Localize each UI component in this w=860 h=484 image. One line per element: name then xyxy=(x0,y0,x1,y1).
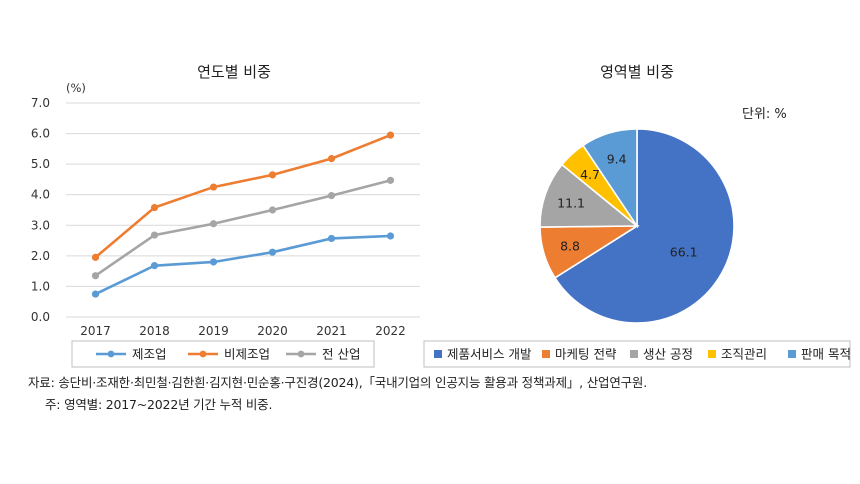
pie-slice xyxy=(581,128,638,229)
legend-label: 마케팅 전략 xyxy=(555,347,617,362)
data-point xyxy=(209,183,218,191)
legend-label: 제품서비스 개발 xyxy=(447,347,532,362)
legend-swatch xyxy=(434,350,442,358)
pie-value-label: 66.1 xyxy=(670,244,698,259)
y-tick-label: 4.0 xyxy=(31,188,50,202)
pie-value-label: 11.1 xyxy=(557,195,585,210)
x-tick-label: 2017 xyxy=(80,324,111,338)
pie-slices xyxy=(539,128,735,324)
line-legend: 제조업 비제조업 전 산업 xyxy=(96,347,360,362)
legend-label: 생산 공정 xyxy=(643,347,693,362)
x-tick-label: 2021 xyxy=(316,324,347,338)
legend-label: 제조업 xyxy=(132,347,167,362)
series-line xyxy=(94,234,391,296)
legend-marker xyxy=(297,350,305,358)
legend-label: 조직관리 xyxy=(721,347,767,362)
data-point xyxy=(91,290,100,298)
data-point xyxy=(91,253,100,261)
data-point xyxy=(268,206,277,214)
x-tick-labels: 2017 2018 2019 2020 2021 2022 xyxy=(80,324,406,338)
y-tick-label: 0.0 xyxy=(31,310,50,324)
y-tick-label: 1.0 xyxy=(31,279,50,293)
pie-chart-title: 영역별 비중 xyxy=(600,63,674,81)
series-line xyxy=(94,179,391,277)
footnote: 주: 영역별: 2017~2022년 기간 누적 비중. xyxy=(45,397,273,412)
y-tick-labels: 0.0 1.0 2.0 3.0 4.0 5.0 6.0 7.0 xyxy=(31,96,50,324)
legend-label: 판매 목적 xyxy=(801,347,851,362)
y-tick-label: 5.0 xyxy=(31,157,50,171)
data-point xyxy=(327,192,336,200)
data-point xyxy=(268,171,277,179)
legend-marker xyxy=(107,350,115,358)
series-line xyxy=(94,133,391,259)
data-point xyxy=(150,231,159,239)
gridlines xyxy=(66,102,420,318)
y-tick-label: 2.0 xyxy=(31,249,50,263)
x-tick-label: 2022 xyxy=(375,324,406,338)
line-legend-box xyxy=(71,340,375,368)
series-lines xyxy=(91,131,395,298)
legend-swatch xyxy=(542,350,550,358)
pie-value-label: 4.7 xyxy=(580,167,600,182)
data-point xyxy=(386,232,395,240)
legend-marker xyxy=(199,350,207,358)
data-point xyxy=(150,203,159,212)
data-point xyxy=(327,234,336,243)
y-tick-label: 3.0 xyxy=(31,218,50,232)
pie-value-label: 9.4 xyxy=(607,152,627,167)
legend-swatch xyxy=(788,350,796,358)
legend-swatch xyxy=(630,350,638,358)
pie-slice xyxy=(539,163,640,228)
y-axis-unit-label: (%) xyxy=(66,81,86,95)
x-tick-label: 2019 xyxy=(198,324,229,338)
data-point xyxy=(268,248,277,256)
data-point xyxy=(386,131,395,139)
line-chart-title: 연도별 비중 xyxy=(197,63,271,81)
line-chart: 연도별 비중 (%) 0.0 1.0 2.0 3.0 4.0 5.0 6.0 7.0 2017… xyxy=(31,63,420,368)
pie-unit-note: 단위: % xyxy=(742,107,787,122)
y-tick-label: 7.0 xyxy=(31,96,50,110)
data-point xyxy=(209,220,218,228)
source-note: 자료: 송단비·조재한·최민철·김한흰·김지현·민순홍·구진경(2024),「국… xyxy=(28,375,648,390)
x-tick-label: 2018 xyxy=(139,324,170,338)
legend-swatch xyxy=(708,350,716,358)
pie-slice xyxy=(553,128,735,324)
pie-legend: 제품서비스 개발 마케팅 전략 생산 공정 조직관리 판매 목적 xyxy=(434,347,851,362)
data-point xyxy=(327,155,336,163)
legend-label: 전 산업 xyxy=(322,347,360,362)
data-point xyxy=(386,176,395,184)
data-point xyxy=(209,258,218,266)
legend-label: 비제조업 xyxy=(224,347,270,362)
pie-legend-box xyxy=(423,340,851,368)
y-tick-label: 6.0 xyxy=(31,127,50,141)
pie-value-labels: 66.1 8.8 11.1 4.7 9.4 xyxy=(557,152,697,260)
pie-value-label: 8.8 xyxy=(560,238,580,253)
pie-chart: 영역별 비중 단위: % 66.1 8.8 11.1 4.7 9.4 제품서비스 개발 마… xyxy=(423,63,851,368)
data-point xyxy=(91,272,100,280)
data-point xyxy=(150,262,159,270)
x-tick-label: 2020 xyxy=(257,324,288,338)
